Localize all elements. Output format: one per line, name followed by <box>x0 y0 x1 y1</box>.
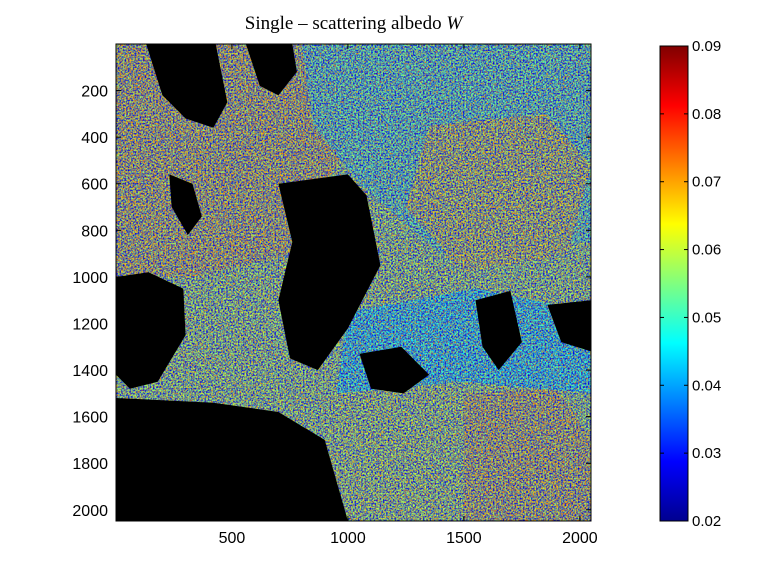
colorbar-tick-label: 0.08 <box>692 106 721 123</box>
x-tick-label: 1000 <box>330 530 366 547</box>
axes: 500 1000 1500 2000 200 400 600 800 1000 1200 1400 1… <box>72 44 598 547</box>
masked-region-lower-left-shadow <box>116 398 348 521</box>
y-tick-label: 400 <box>81 130 108 147</box>
y-tick-label: 1200 <box>72 316 108 333</box>
x-tick-label: 1500 <box>446 530 482 547</box>
y-tick-label: 1400 <box>72 363 108 380</box>
colorbar-tick-label: 0.03 <box>692 445 721 462</box>
colorbar-tick-label: 0.07 <box>692 174 721 191</box>
masked-region-mid-left-shadow <box>169 174 202 235</box>
plot-area <box>116 44 591 521</box>
y-tick-label: 2000 <box>72 503 108 520</box>
y-tick-label: 800 <box>81 223 108 240</box>
colorbar: 0.02 0.03 0.04 0.05 0.06 0.07 0.08 0.09 <box>659 38 721 530</box>
y-tick-label: 1800 <box>72 456 108 473</box>
colorbar-tick-label: 0.04 <box>692 377 721 394</box>
masked-region-left-column-shadow <box>116 272 186 389</box>
chart-title-text: Single – scattering albedo <box>244 13 442 34</box>
y-tick-label: 200 <box>81 84 108 101</box>
y-tick-label: 1000 <box>72 270 108 287</box>
colorbar-gradient <box>659 45 689 522</box>
chart-title: Single – scattering albedo W <box>116 13 591 35</box>
x-tick-label: 500 <box>219 530 246 547</box>
masked-region-right-shadow <box>475 290 522 371</box>
y-tick-label: 1600 <box>72 410 108 427</box>
colorbar-tick-label: 0.06 <box>692 242 721 259</box>
masked-region-far-right-shadow <box>547 300 591 352</box>
masked-region-upper-left-shadow <box>146 44 228 128</box>
masked-region-upper-gap <box>245 44 297 96</box>
masked-region-central-shadow <box>278 174 381 371</box>
colorbar-tick-label: 0.05 <box>692 309 721 326</box>
masked-region-center-right-shadow <box>359 346 430 394</box>
colorbar-tick-label: 0.02 <box>692 513 721 530</box>
chart-title-symbol: W <box>446 13 463 34</box>
colorbar-tick-label: 0.09 <box>692 38 721 55</box>
plot-frame <box>115 43 592 522</box>
y-tick-label: 600 <box>81 177 108 194</box>
x-tick-label: 2000 <box>562 530 598 547</box>
